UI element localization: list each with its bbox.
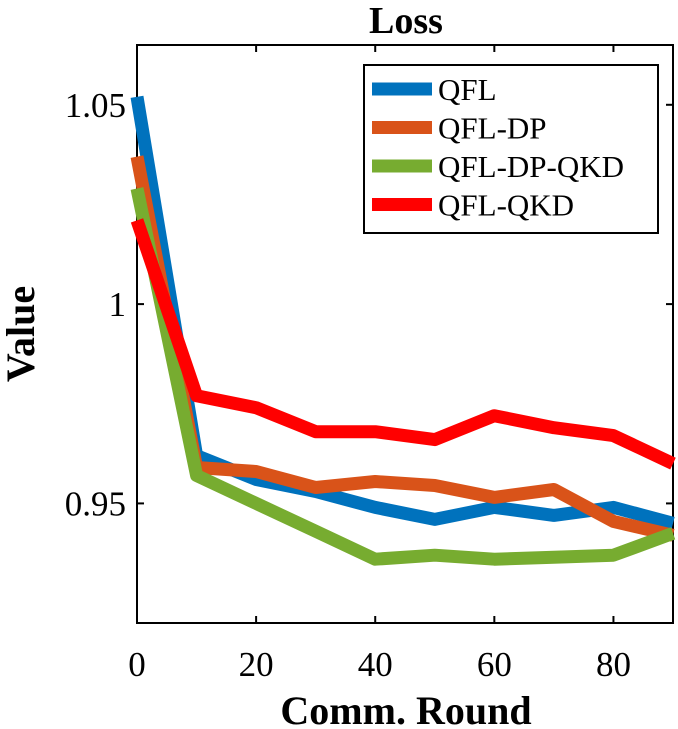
x-tick-label: 40 xyxy=(358,645,393,684)
legend-label: QFL-DP xyxy=(438,111,547,146)
x-axis-label: Comm. Round xyxy=(280,688,531,729)
x-tick-label: 80 xyxy=(596,645,631,684)
series-line-qfl-qkd xyxy=(130,218,676,470)
legend-label: QFL-DP-QKD xyxy=(438,149,624,184)
legend-label: QFL-QKD xyxy=(438,188,574,223)
x-tick-label: 20 xyxy=(239,645,274,684)
series-line-qfl-dp xyxy=(130,155,675,542)
x-tick-label: 0 xyxy=(128,645,146,684)
axis-ticks: 0 20 40 60 80 0.95 1 1.05 xyxy=(65,45,673,684)
y-axis-label: Value xyxy=(0,286,43,382)
legend-label: QFL xyxy=(438,72,497,107)
series-line-qfl-dp-qkd xyxy=(130,187,676,566)
chart-title: Loss xyxy=(369,0,443,42)
y-tick-label: 1.05 xyxy=(65,86,126,125)
x-tick-label: 60 xyxy=(477,645,512,684)
y-tick-label: 1 xyxy=(109,285,127,324)
series-layer xyxy=(130,95,676,566)
y-tick-label: 0.95 xyxy=(65,484,126,523)
